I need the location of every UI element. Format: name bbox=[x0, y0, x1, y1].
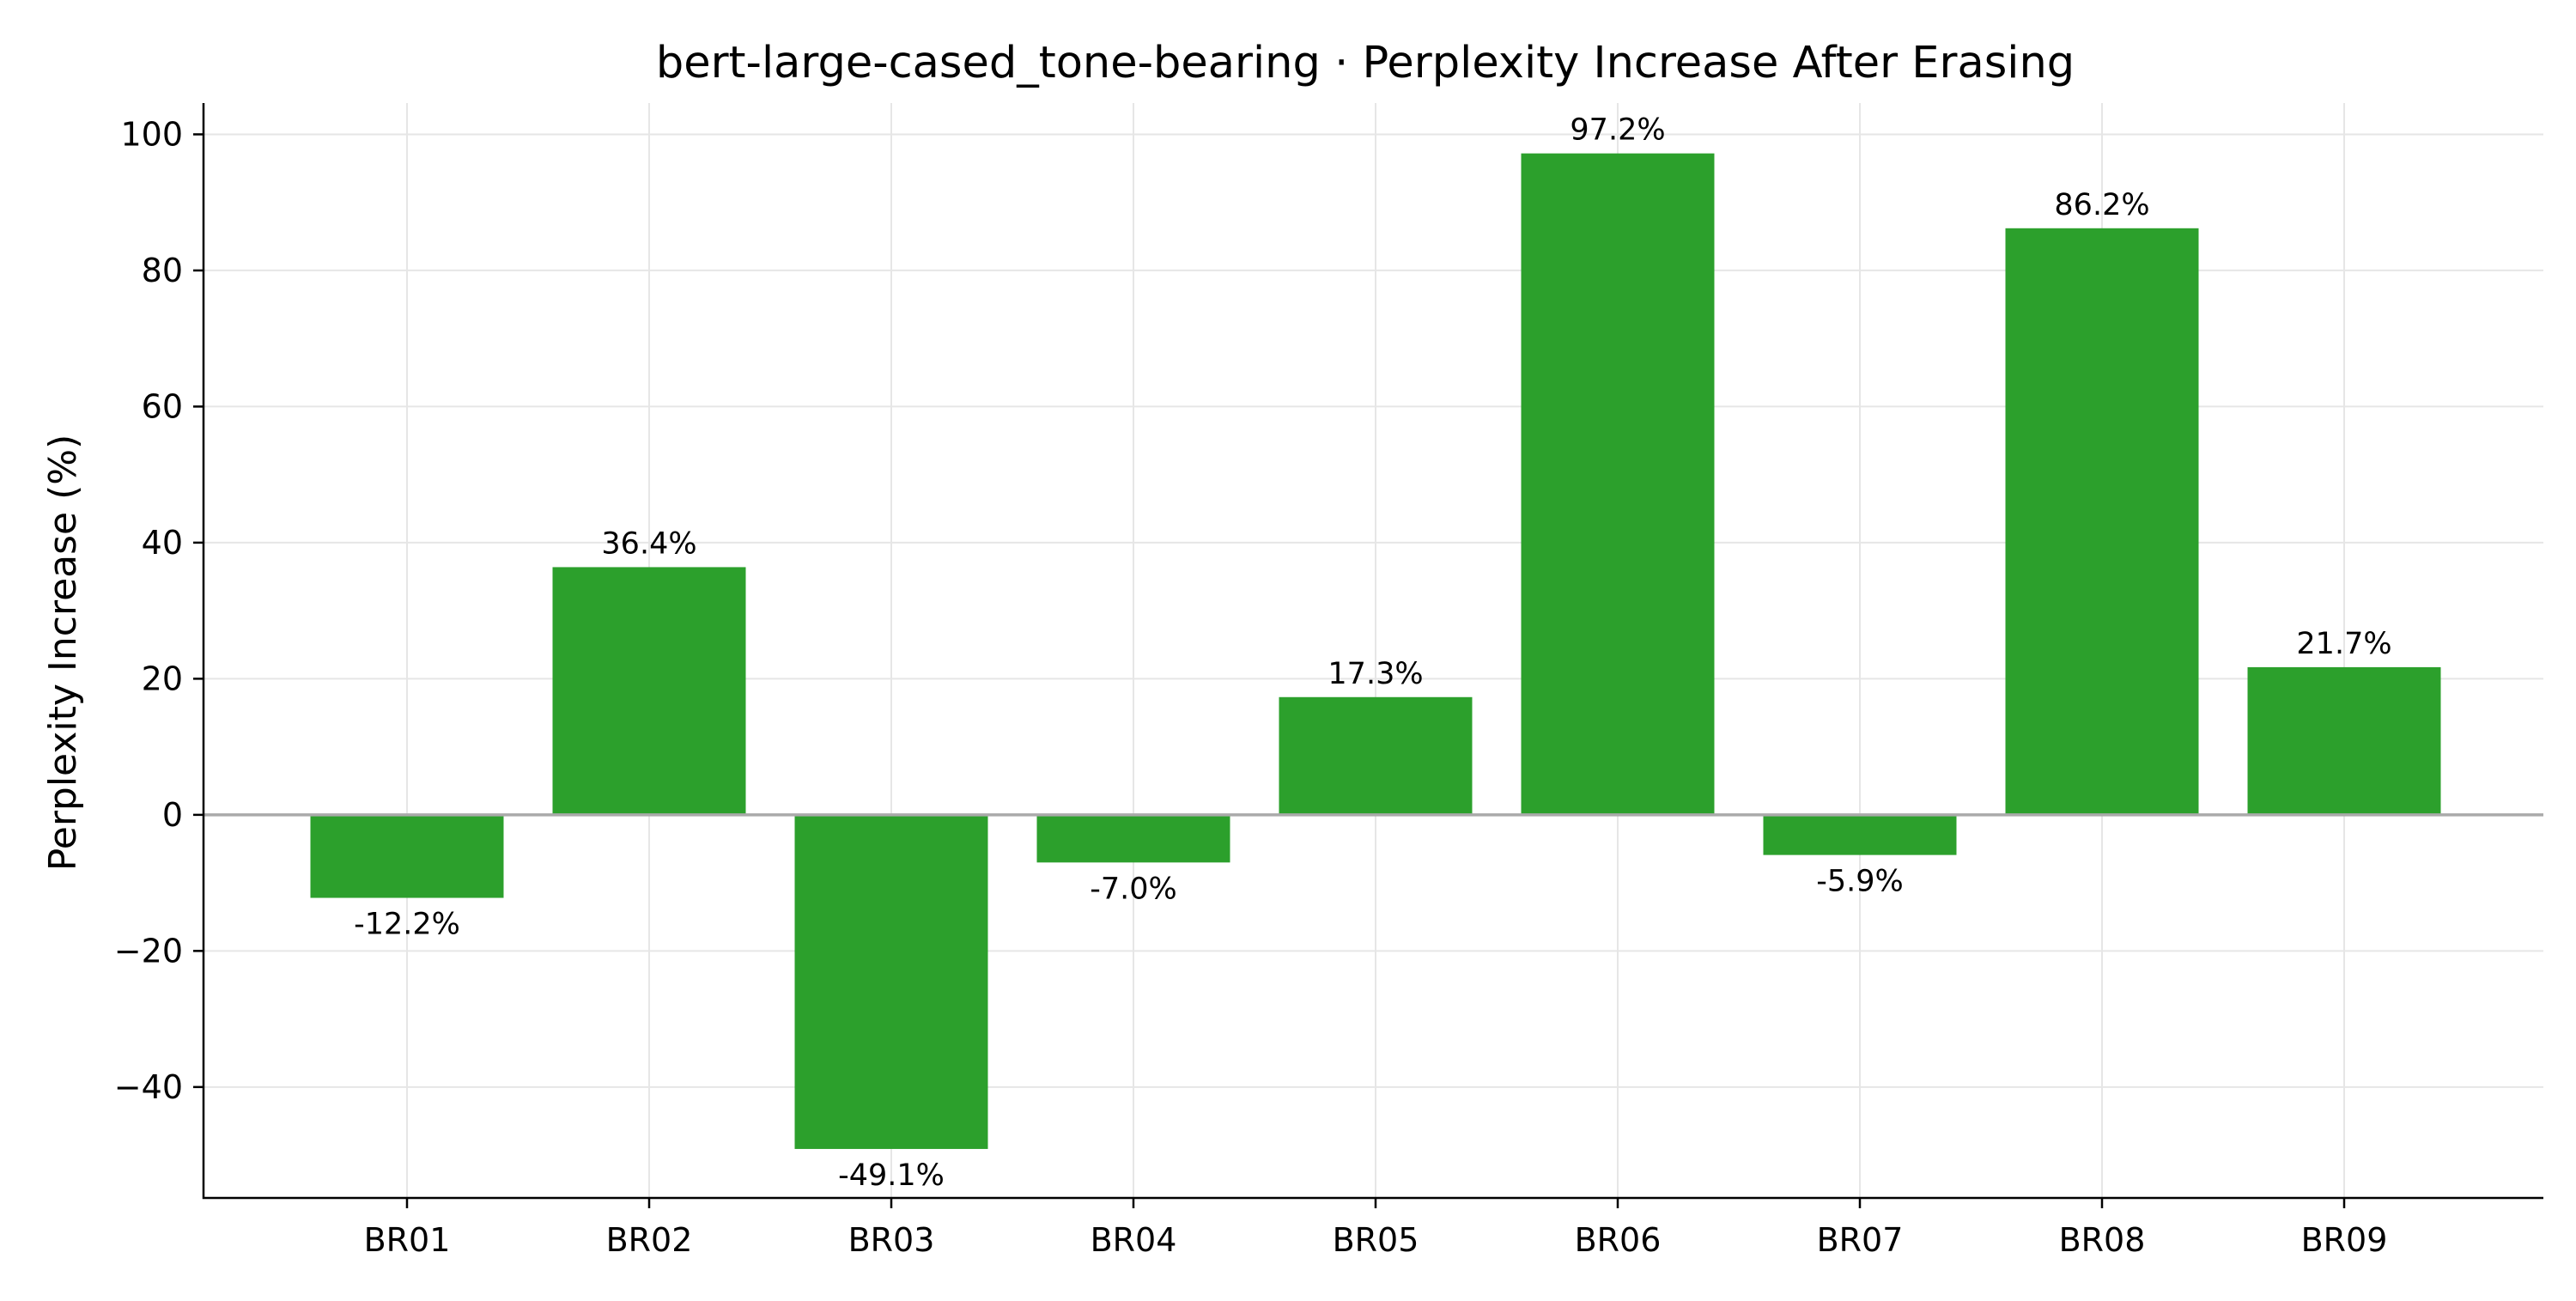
bar-value-label: 97.2% bbox=[1570, 113, 1665, 148]
bar bbox=[552, 567, 746, 815]
bar bbox=[1036, 814, 1230, 863]
y-axis-label: Perplexity Increase (%) bbox=[41, 435, 85, 871]
bar-value-label: 36.4% bbox=[601, 526, 696, 561]
y-tick-label: −20 bbox=[114, 932, 183, 970]
bars-layer bbox=[310, 153, 2441, 1149]
x-tick-label: BR08 bbox=[2059, 1221, 2146, 1259]
x-tick-label: BR07 bbox=[1817, 1221, 1904, 1259]
axis-spines bbox=[202, 103, 2543, 1200]
x-tick-label: BR01 bbox=[364, 1221, 451, 1259]
x-tick-label: BR03 bbox=[848, 1221, 935, 1259]
axes-layer bbox=[193, 103, 2543, 1208]
chart-title: bert-large-cased_tone-bearing · Perplexi… bbox=[656, 38, 2075, 88]
x-tick-label: BR09 bbox=[2301, 1221, 2388, 1259]
y-tick-label: 0 bbox=[162, 796, 183, 834]
x-tick-label: BR05 bbox=[1333, 1221, 1419, 1259]
bar-value-label: -5.9% bbox=[1816, 865, 1904, 899]
bar-value-label: -12.2% bbox=[354, 908, 460, 942]
bar-value-label: 21.7% bbox=[2296, 627, 2391, 661]
bar-value-label: 17.3% bbox=[1327, 657, 1423, 691]
bar bbox=[1521, 153, 1715, 815]
x-tick-label: BR02 bbox=[606, 1221, 693, 1259]
labels-layer: −40 −20 0 20 40 60 80 100 BR01 BR02 BR03 BR04 BR05 BR… bbox=[114, 113, 2392, 1259]
bar bbox=[1279, 696, 1473, 815]
x-tick-label: BR06 bbox=[1575, 1221, 1662, 1259]
y-tick-label: 80 bbox=[142, 252, 183, 289]
bar-value-label: 86.2% bbox=[2054, 188, 2149, 222]
y-tick-label: 100 bbox=[120, 115, 183, 153]
y-tick-label: 60 bbox=[142, 387, 183, 425]
y-tick-label: 40 bbox=[142, 524, 183, 562]
bar bbox=[2005, 228, 2199, 815]
y-tick-label: −40 bbox=[114, 1068, 183, 1106]
bar bbox=[1763, 814, 1957, 855]
x-tick-label: BR04 bbox=[1091, 1221, 1177, 1259]
bar-value-label: -49.1% bbox=[838, 1158, 945, 1193]
bar bbox=[2247, 666, 2441, 815]
bar bbox=[794, 814, 988, 1149]
y-tick-label: 20 bbox=[142, 660, 183, 697]
bar bbox=[310, 814, 504, 898]
bar-value-label: -7.0% bbox=[1090, 872, 1177, 906]
